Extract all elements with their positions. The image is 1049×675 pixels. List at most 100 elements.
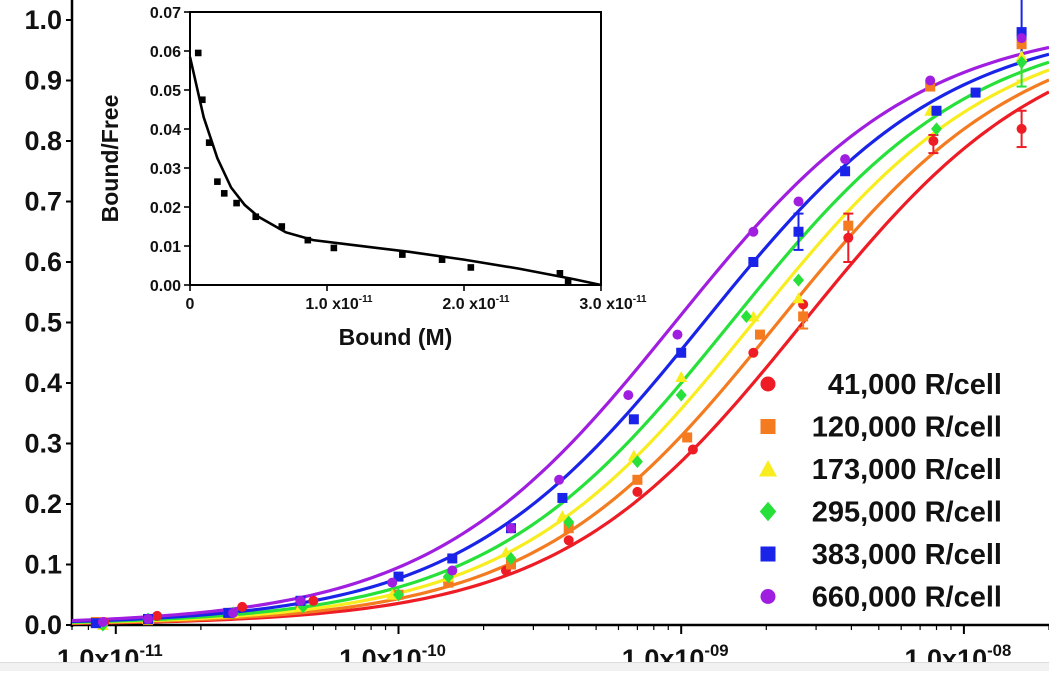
error-bars bbox=[793, 0, 1027, 330]
data-point bbox=[228, 607, 239, 618]
data-point bbox=[793, 226, 804, 237]
inset-frame bbox=[189, 11, 602, 286]
data-point bbox=[931, 122, 943, 136]
data-point bbox=[505, 551, 517, 565]
inset-x-axis-label: Bound (M) bbox=[339, 324, 453, 350]
inset-y-tick-label: 0.02 bbox=[150, 200, 181, 217]
legend-label: 120,000 R/cell bbox=[812, 412, 1002, 444]
inset-y-axis-label: Bound/Free bbox=[97, 95, 123, 223]
inset-data-point bbox=[564, 277, 572, 285]
data-point bbox=[632, 474, 643, 485]
inset-data-point bbox=[278, 223, 286, 230]
data-point bbox=[793, 196, 804, 207]
legend-label: 173,000 R/cell bbox=[812, 454, 1002, 486]
data-point bbox=[843, 232, 854, 243]
data-point bbox=[1015, 50, 1028, 62]
inset-x-tick-label: 2.0 x10-11 bbox=[442, 294, 510, 313]
data-point bbox=[687, 444, 698, 455]
data-point bbox=[556, 510, 569, 522]
data-point bbox=[676, 347, 687, 358]
data-point bbox=[393, 571, 404, 582]
inset-y-tick-label: 0.00 bbox=[150, 278, 181, 295]
legend: 41,000 R/cell 120,000 R/cell 173,000 R/cel… bbox=[759, 369, 1002, 614]
legend-label: 383,000 R/cell bbox=[812, 539, 1002, 571]
y-tick-label: 0.0 bbox=[24, 610, 62, 640]
data-point bbox=[295, 595, 306, 606]
y-tick-label: 0.2 bbox=[24, 489, 62, 519]
data-point bbox=[392, 588, 404, 602]
inset-data-point bbox=[199, 96, 206, 104]
inset-data-point bbox=[330, 244, 338, 252]
inset-data-point bbox=[194, 49, 202, 57]
data-point bbox=[925, 81, 936, 92]
data-point bbox=[925, 75, 936, 86]
inset-chart: 0.00 0.01 0.02 0.03 0.04 0.05 0.06 0.07 0 1.0 x10… bbox=[97, 5, 647, 350]
legend-marker bbox=[760, 419, 776, 434]
data-point bbox=[237, 601, 248, 612]
window-scrollbar-strip bbox=[0, 662, 1049, 671]
inset-y-tick-label: 0.05 bbox=[150, 83, 181, 100]
legend-marker bbox=[760, 546, 776, 562]
data-point bbox=[748, 257, 759, 267]
data-point bbox=[970, 87, 981, 98]
inset-data-point bbox=[556, 270, 564, 277]
data-point bbox=[682, 432, 693, 443]
data-point bbox=[308, 595, 319, 606]
data-point bbox=[632, 486, 643, 497]
data-point bbox=[628, 414, 639, 425]
data-point bbox=[152, 610, 163, 621]
inset-data-point bbox=[205, 139, 213, 146]
data-point bbox=[387, 577, 398, 588]
legend-label: 295,000 R/cell bbox=[812, 497, 1002, 529]
data-point bbox=[843, 220, 854, 231]
inset-data-point bbox=[467, 264, 475, 271]
legend-marker bbox=[760, 589, 776, 604]
legend-label: 41,000 R/cell bbox=[828, 369, 1002, 401]
inset-data-point bbox=[233, 199, 240, 207]
data-point bbox=[97, 616, 108, 627]
legend-marker bbox=[759, 501, 777, 522]
data-point bbox=[740, 309, 752, 323]
y-tick-label: 0.6 bbox=[24, 247, 62, 277]
data-point bbox=[748, 347, 759, 358]
data-point bbox=[747, 310, 760, 322]
data-point bbox=[792, 292, 805, 304]
data-point bbox=[90, 618, 101, 629]
inset-y-tick-label: 0.07 bbox=[150, 5, 181, 22]
inset-fit-line bbox=[188, 56, 602, 287]
data-point bbox=[143, 613, 154, 624]
legend-marker bbox=[759, 460, 777, 477]
inset-data-point bbox=[399, 251, 406, 258]
y-tick-label: 0.9 bbox=[24, 66, 62, 96]
data-point bbox=[675, 388, 687, 402]
data-point bbox=[1016, 123, 1027, 134]
data-point bbox=[1016, 39, 1027, 50]
y-tick-label: 0.4 bbox=[24, 368, 62, 398]
data-point bbox=[447, 553, 458, 564]
data-point bbox=[1016, 55, 1028, 69]
data-point bbox=[631, 455, 643, 469]
data-point bbox=[554, 474, 565, 485]
inset-x-tick-label: 1.0 x10-11 bbox=[305, 294, 373, 313]
inset-y-tick-label: 0.06 bbox=[150, 44, 181, 61]
legend-label: 660,000 R/cell bbox=[812, 582, 1002, 614]
data-point bbox=[755, 329, 766, 340]
inset-data-point bbox=[252, 213, 260, 221]
data-point bbox=[563, 535, 574, 546]
data-point bbox=[931, 105, 942, 116]
inset-y-tick-label: 0.04 bbox=[150, 122, 181, 139]
inset-data-point bbox=[214, 178, 221, 185]
inset-data-point bbox=[438, 256, 446, 263]
data-point bbox=[928, 136, 939, 146]
y-tick-label: 0.7 bbox=[24, 187, 62, 217]
inset-x-tick-label: 3.0 x10-11 bbox=[579, 294, 647, 313]
data-point bbox=[623, 390, 634, 401]
data-point bbox=[672, 329, 683, 340]
inset-y-tick-label: 0.01 bbox=[150, 239, 181, 256]
y-tick-label: 0.1 bbox=[24, 550, 62, 580]
y-tick-label: 1.0 bbox=[24, 5, 62, 35]
inset-data-point bbox=[220, 190, 228, 197]
y-tick-label: 0.5 bbox=[24, 308, 62, 338]
